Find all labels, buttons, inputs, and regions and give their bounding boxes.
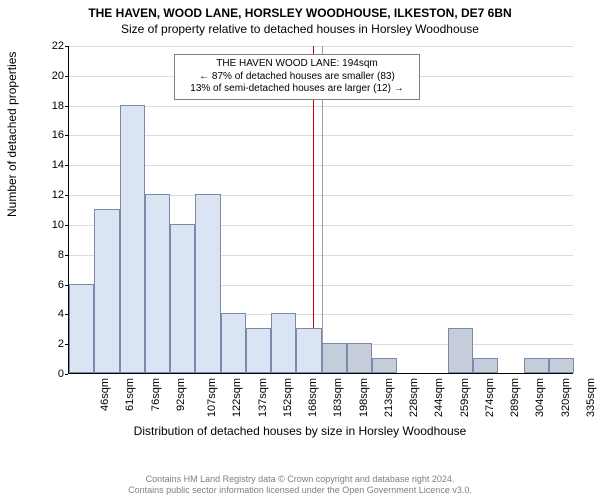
histogram-bar bbox=[221, 313, 246, 373]
histogram-bar bbox=[246, 328, 271, 373]
y-tick-label: 8 bbox=[50, 249, 64, 261]
x-tick-label: 168sqm bbox=[307, 378, 319, 417]
x-tick-label: 137sqm bbox=[257, 378, 269, 417]
y-tick-label: 2 bbox=[50, 338, 64, 350]
x-tick-label: 213sqm bbox=[383, 378, 395, 417]
y-tick-label: 22 bbox=[50, 40, 64, 52]
histogram-bar bbox=[94, 209, 119, 373]
x-tick-label: 274sqm bbox=[484, 378, 496, 417]
x-tick-label: 61sqm bbox=[124, 378, 136, 411]
x-axis-label: Distribution of detached houses by size … bbox=[0, 424, 600, 438]
x-tick-label: 198sqm bbox=[358, 378, 370, 417]
x-tick-label: 107sqm bbox=[206, 378, 218, 417]
histogram-bar bbox=[296, 328, 321, 373]
x-tick-label: 183sqm bbox=[332, 378, 344, 417]
y-tick-label: 0 bbox=[50, 368, 64, 380]
callout-line-1: THE HAVEN WOOD LANE: 194sqm bbox=[181, 58, 413, 71]
y-tick-label: 18 bbox=[50, 100, 64, 112]
y-tick-label: 14 bbox=[50, 159, 64, 171]
histogram-bar bbox=[448, 328, 473, 373]
x-tick-label: 320sqm bbox=[560, 378, 572, 417]
callout-line-3: 13% of semi-detached houses are larger (… bbox=[181, 83, 413, 96]
x-tick-label: 228sqm bbox=[408, 378, 420, 417]
x-tick-label: 304sqm bbox=[534, 378, 546, 417]
y-tick-label: 12 bbox=[50, 189, 64, 201]
footer-line-1: Contains HM Land Registry data © Crown c… bbox=[0, 474, 600, 485]
y-tick-mark bbox=[65, 374, 68, 375]
x-tick-label: 122sqm bbox=[231, 378, 243, 417]
x-tick-label: 259sqm bbox=[459, 378, 471, 417]
x-tick-label: 152sqm bbox=[282, 378, 294, 417]
callout-box: THE HAVEN WOOD LANE: 194sqm ← 87% of det… bbox=[174, 54, 420, 100]
histogram-bar bbox=[549, 358, 574, 373]
y-tick-label: 20 bbox=[50, 70, 64, 82]
histogram-bar bbox=[120, 105, 145, 373]
x-tick-label: 335sqm bbox=[585, 378, 597, 417]
y-tick-label: 10 bbox=[50, 219, 64, 231]
page-title: THE HAVEN, WOOD LANE, HORSLEY WOODHOUSE,… bbox=[0, 0, 600, 20]
histogram-bar bbox=[322, 343, 347, 373]
histogram-bar bbox=[372, 358, 397, 373]
plot-area: THE HAVEN WOOD LANE: 194sqm ← 87% of det… bbox=[68, 46, 573, 374]
histogram-bar bbox=[170, 224, 195, 373]
y-tick-label: 16 bbox=[50, 129, 64, 141]
histogram-bar bbox=[473, 358, 498, 373]
x-tick-label: 46sqm bbox=[99, 378, 111, 411]
y-tick-label: 6 bbox=[50, 279, 64, 291]
y-axis-label: Number of detached properties bbox=[5, 52, 19, 217]
histogram-bar bbox=[524, 358, 549, 373]
histogram-bar bbox=[69, 284, 94, 373]
x-tick-label: 289sqm bbox=[509, 378, 521, 417]
x-tick-label: 244sqm bbox=[433, 378, 445, 417]
histogram-bar bbox=[347, 343, 372, 373]
y-tick-label: 4 bbox=[50, 308, 64, 320]
histogram-bar bbox=[195, 194, 220, 373]
x-tick-label: 92sqm bbox=[175, 378, 187, 411]
page-subtitle: Size of property relative to detached ho… bbox=[0, 20, 600, 36]
histogram-bar bbox=[271, 313, 296, 373]
histogram-bar bbox=[145, 194, 170, 373]
x-tick-label: 76sqm bbox=[150, 378, 162, 411]
footer-line-2: Contains public sector information licen… bbox=[0, 485, 600, 496]
callout-line-2: ← 87% of detached houses are smaller (83… bbox=[181, 71, 413, 84]
footer-attribution: Contains HM Land Registry data © Crown c… bbox=[0, 474, 600, 497]
